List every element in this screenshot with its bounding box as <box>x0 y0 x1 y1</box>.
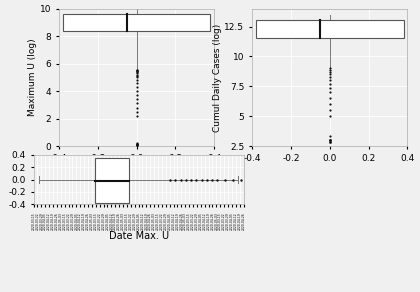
Point <box>326 90 333 95</box>
Point <box>133 110 140 114</box>
Point <box>326 78 333 83</box>
Bar <box>63 14 210 31</box>
Point <box>133 68 140 73</box>
Point <box>133 78 140 82</box>
Point <box>326 134 333 139</box>
Point <box>326 67 333 72</box>
Point <box>222 177 228 182</box>
Point <box>188 177 194 182</box>
Point <box>133 67 140 72</box>
Point <box>172 177 179 182</box>
Point <box>326 108 333 112</box>
Point <box>133 71 140 76</box>
Point <box>133 101 140 106</box>
Point <box>214 177 221 182</box>
Point <box>133 81 140 85</box>
Point <box>326 140 333 145</box>
Point <box>209 177 215 182</box>
Point <box>133 97 140 102</box>
Point <box>133 72 140 77</box>
Point <box>133 75 140 80</box>
Point <box>326 85 333 90</box>
Point <box>167 177 173 182</box>
Point <box>326 66 333 71</box>
Point <box>133 74 140 78</box>
Point <box>133 69 140 74</box>
Point <box>133 141 140 146</box>
Point <box>133 114 140 118</box>
Point <box>133 142 140 147</box>
Y-axis label: Maximum U (log): Maximum U (log) <box>28 39 37 116</box>
Point <box>230 177 236 182</box>
Point <box>326 81 333 86</box>
Point <box>326 72 333 77</box>
Point <box>326 102 333 107</box>
Point <box>133 93 140 98</box>
Point <box>133 105 140 110</box>
Point <box>182 177 189 182</box>
Point <box>204 177 210 182</box>
X-axis label: Date Max. U: Date Max. U <box>108 231 169 241</box>
Point <box>177 177 184 182</box>
Point <box>133 68 140 73</box>
Point <box>326 114 333 119</box>
Point <box>238 177 244 182</box>
Point <box>193 177 200 182</box>
Point <box>326 70 333 74</box>
Point <box>133 69 140 74</box>
Point <box>198 177 205 182</box>
Bar <box>95 158 129 203</box>
Point <box>326 74 333 79</box>
Point <box>133 142 140 147</box>
Point <box>133 141 140 146</box>
Point <box>133 85 140 89</box>
Y-axis label: Cumul Daily Cases (log): Cumul Daily Cases (log) <box>213 23 222 131</box>
Point <box>326 138 333 142</box>
Point <box>133 89 140 93</box>
Point <box>326 96 333 101</box>
Point <box>326 138 333 142</box>
Bar <box>256 20 404 38</box>
